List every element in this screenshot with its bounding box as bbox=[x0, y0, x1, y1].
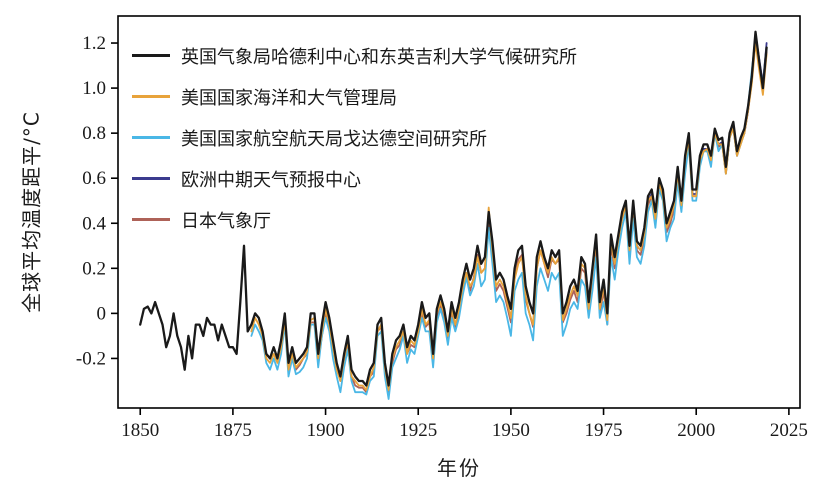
legend-item-uk-met-hadley-cru: 英国气象局哈德利中心和东英吉利大学气候研究所 bbox=[132, 42, 577, 69]
x-tick-label: 1925 bbox=[399, 420, 437, 441]
legend-line-swatch bbox=[132, 136, 170, 139]
legend-label: 美国国家海洋和大气管理局 bbox=[181, 87, 397, 109]
x-tick-label: 1850 bbox=[121, 420, 159, 441]
y-tick-label: 0.4 bbox=[82, 213, 106, 234]
legend-item-noaa: 美国国家海洋和大气管理局 bbox=[132, 83, 577, 110]
series-line-uk-met-hadley-cru bbox=[139, 30, 768, 387]
legend-line-swatch bbox=[132, 95, 170, 98]
legend-label: 欧洲中期天气预报中心 bbox=[181, 169, 361, 191]
y-tick-label: 1.0 bbox=[82, 78, 106, 99]
legend-item-ecmwf: 欧洲中期天气预报中心 bbox=[132, 165, 577, 192]
x-tick-label: 2025 bbox=[770, 420, 808, 441]
y-axis-label: 全球平均温度距平/°C bbox=[19, 111, 44, 313]
series-line-ecmwf bbox=[617, 33, 768, 252]
x-axis-label: 年份 bbox=[437, 456, 481, 480]
legend-label: 英国气象局哈德利中心和东英吉利大学气候研究所 bbox=[181, 46, 577, 68]
x-tick-label: 1900 bbox=[307, 420, 345, 441]
legend-line-swatch bbox=[132, 218, 170, 221]
x-tick-label: 2000 bbox=[677, 420, 715, 441]
y-tick-label: 0 bbox=[97, 303, 107, 324]
legend-label: 美国国家航空航天局戈达德空间研究所 bbox=[181, 128, 487, 150]
series-line-nasa-giss bbox=[250, 37, 768, 400]
legend-label: 日本气象厅 bbox=[181, 210, 271, 232]
legend: 英国气象局哈德利中心和东英吉利大学气候研究所 美国国家海洋和大气管理局美国国家航空… bbox=[132, 42, 577, 247]
y-tick-label: 1.2 bbox=[82, 33, 106, 54]
y-tick-label: -0.2 bbox=[76, 348, 106, 369]
x-tick-label: 1975 bbox=[585, 420, 623, 441]
y-tick-label: 0.2 bbox=[82, 258, 106, 279]
legend-item-jma: 日本气象厅 bbox=[132, 206, 577, 233]
y-tick-label: 0.8 bbox=[82, 123, 106, 144]
legend-item-nasa-giss: 美国国家航空航天局戈达德空间研究所 bbox=[132, 124, 577, 151]
y-tick-label: 0.6 bbox=[82, 168, 106, 189]
legend-line-swatch bbox=[132, 54, 170, 57]
plot-border bbox=[117, 15, 801, 409]
legend-line-swatch bbox=[132, 177, 170, 180]
x-tick-label: 1950 bbox=[492, 420, 530, 441]
x-tick-label: 1875 bbox=[214, 420, 252, 441]
